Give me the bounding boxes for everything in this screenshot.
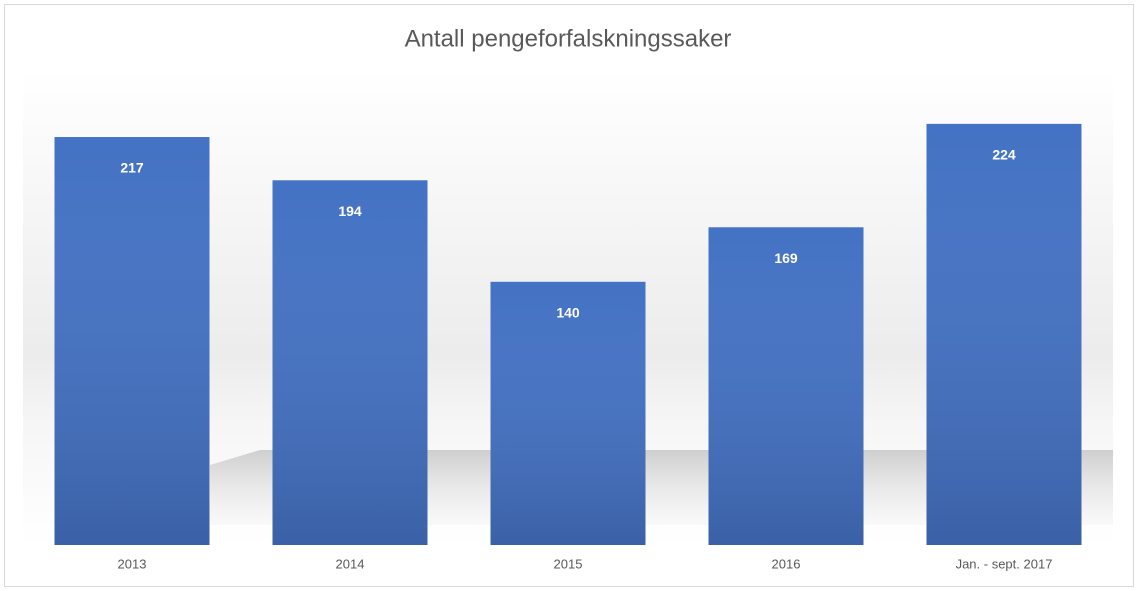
- chart-title: Antall pengeforfalskningssaker: [405, 25, 732, 52]
- bar-shade: [926, 123, 1082, 545]
- x-tick-label: 2013: [118, 556, 147, 571]
- bar-shade: [708, 227, 864, 545]
- x-tick-label: 2015: [554, 556, 583, 571]
- bar-shade: [490, 281, 646, 545]
- value-label: 194: [338, 203, 362, 219]
- floor-shadow: [210, 450, 1113, 525]
- value-label: 217: [120, 160, 144, 176]
- value-label: 140: [556, 305, 580, 321]
- value-label: 224: [992, 147, 1016, 163]
- x-tick-label: Jan. - sept. 2017: [956, 556, 1053, 571]
- x-tick-label: 2016: [772, 556, 801, 571]
- bar-shade: [272, 180, 428, 545]
- value-label: 169: [774, 250, 798, 266]
- bar-shade: [54, 137, 210, 546]
- x-tick-label: 2014: [336, 556, 365, 571]
